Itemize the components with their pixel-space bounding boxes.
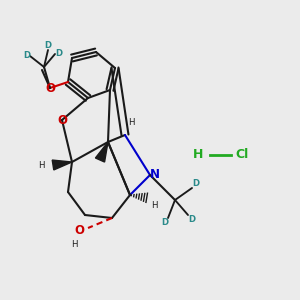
Text: O: O xyxy=(57,113,67,127)
Text: H: H xyxy=(38,160,45,169)
Text: O: O xyxy=(45,82,55,94)
Text: D: D xyxy=(23,52,30,61)
Text: H: H xyxy=(151,201,158,210)
Text: H: H xyxy=(71,240,77,249)
Text: D: D xyxy=(192,179,199,188)
Polygon shape xyxy=(95,142,108,162)
Text: N: N xyxy=(150,169,160,182)
Text: O: O xyxy=(74,224,84,236)
Polygon shape xyxy=(52,160,72,170)
Text: H: H xyxy=(128,118,134,127)
Text: D: D xyxy=(55,50,62,58)
Text: D: D xyxy=(44,41,52,50)
Text: D: D xyxy=(161,218,168,227)
Text: H: H xyxy=(193,148,203,161)
Text: Cl: Cl xyxy=(235,148,248,161)
Text: D: D xyxy=(188,215,195,224)
